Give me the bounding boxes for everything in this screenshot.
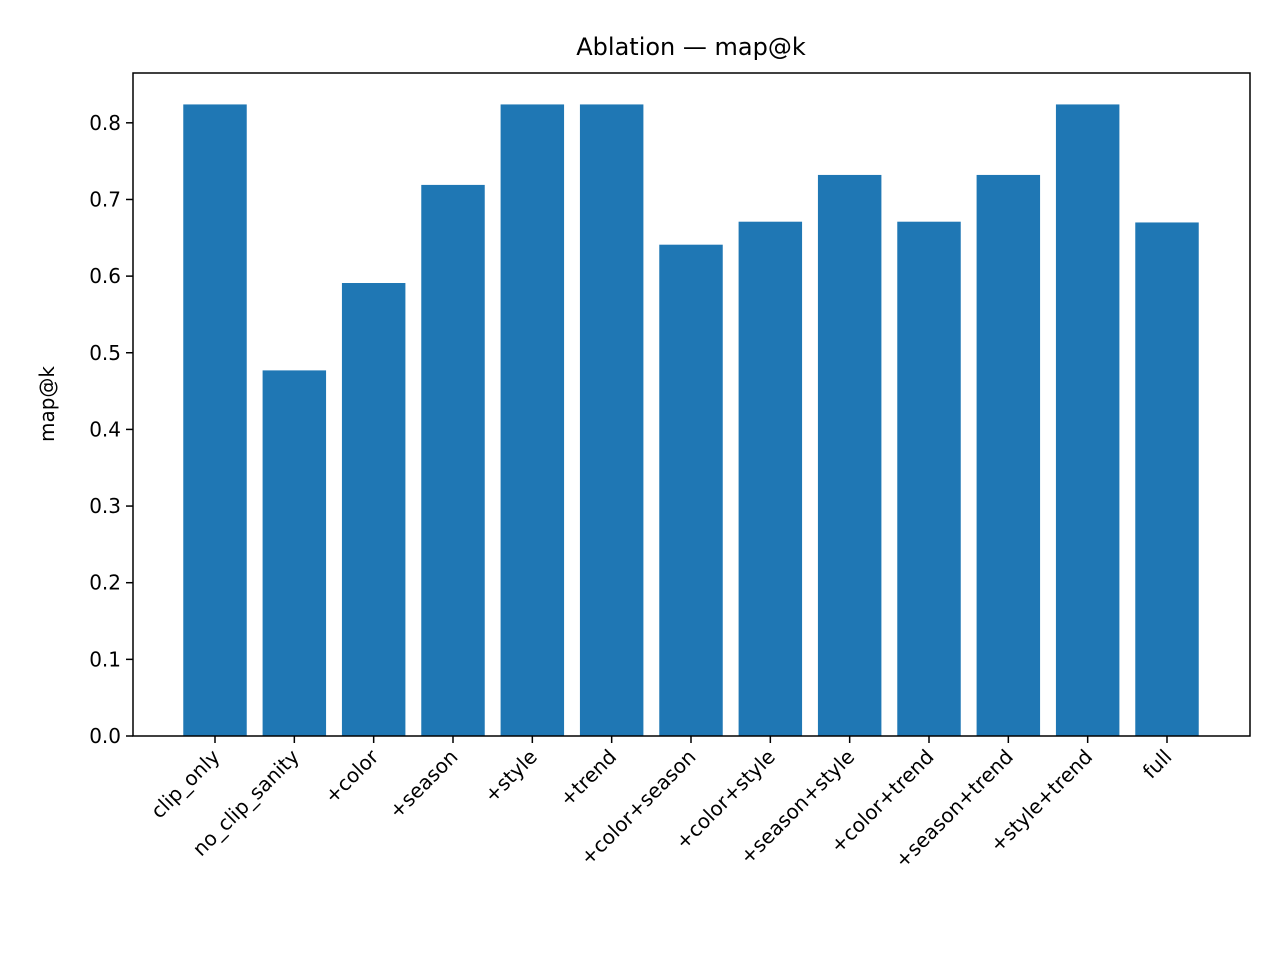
bar-+trend [579, 104, 644, 737]
y-tick-label: 0.7 [89, 187, 121, 211]
plot-frame [132, 72, 1251, 737]
bar-+style [500, 104, 565, 737]
y-tick-label: 0.5 [89, 341, 121, 365]
y-tick-label: 0.2 [89, 571, 121, 595]
x-tick-label: full [1138, 745, 1177, 784]
bars-group [183, 104, 1199, 737]
y-tick-label: 0.3 [89, 494, 121, 518]
bar-no_clip_sanity [262, 370, 327, 736]
bar-+season+style [817, 174, 882, 736]
x-tick-label: +color [320, 744, 384, 808]
y-tick-label: 0.8 [89, 111, 121, 135]
bar-+style+trend [1055, 104, 1120, 737]
y-tick-label: 0.1 [89, 647, 121, 671]
x-tick-label: +trend [555, 745, 622, 812]
bar-+season [421, 184, 485, 736]
y-ticks-group: 0.0 0.1 0.2 0.3 0.4 0.5 0.6 0.7 0.8 [89, 111, 133, 748]
bar-clip_only [183, 104, 247, 737]
bar-full [1135, 222, 1199, 736]
y-axis-label: map@k [35, 366, 59, 442]
y-tick-label: 0.6 [89, 264, 121, 288]
bar-+color+style [738, 221, 803, 736]
y-tick-label: 0.0 [89, 724, 121, 748]
chart-title: Ablation — map@k [576, 33, 806, 61]
x-tick-label: clip_only [146, 744, 225, 823]
bar-+color [341, 283, 406, 736]
x-tick-label: +season [384, 745, 463, 824]
bar-+color+season [659, 244, 723, 736]
bar-+color+trend [897, 221, 961, 736]
bar-+season+trend [976, 174, 1041, 736]
y-tick-label: 0.4 [89, 417, 121, 441]
x-tick-label: +style [479, 745, 542, 808]
